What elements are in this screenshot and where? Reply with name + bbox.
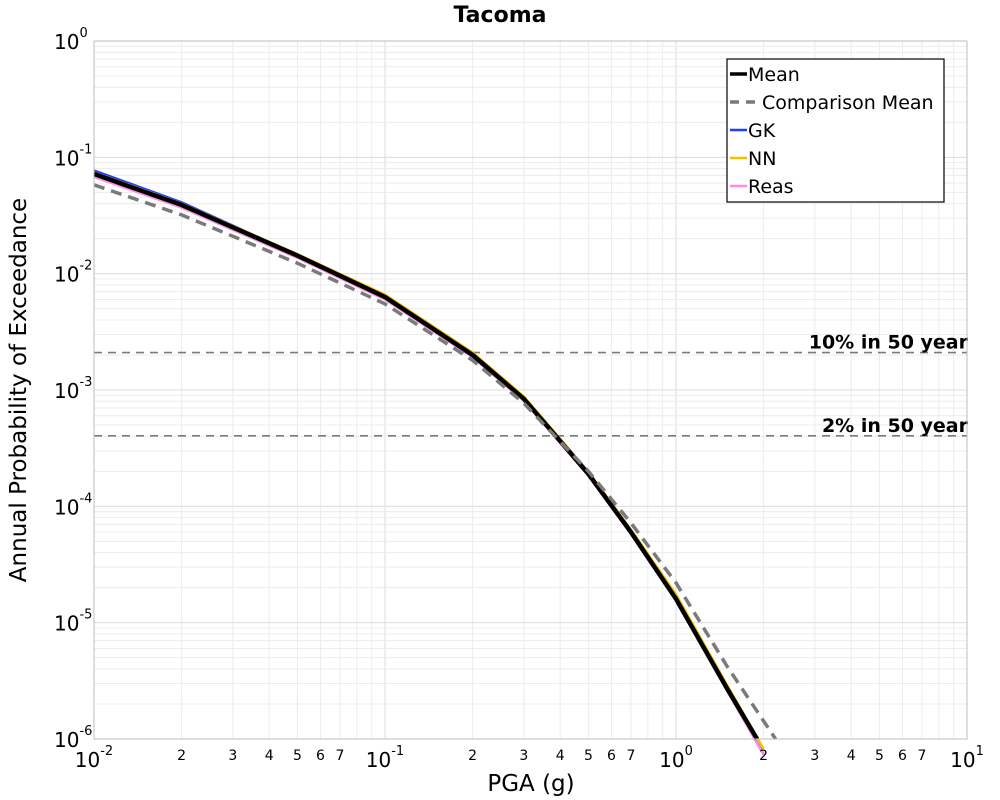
x-minor-tick-label: 4 [556,748,565,764]
legend-entry-label: Comparison Mean [762,92,934,114]
x-tick-label: 100 [659,744,693,772]
y-tick-label: 10-2 [54,259,92,287]
x-minor-tick-label: 5 [293,748,302,764]
series-lines [93,169,778,756]
legend-entry-label: Reas [748,176,794,198]
legend-box [726,58,945,203]
x-tick-label: 10-2 [75,744,113,772]
x-minor-tick-label: 4 [265,748,274,764]
legend-entry-label: GK [748,120,776,142]
x-minor-tick-label: 2 [468,748,477,764]
x-minor-tick-label: 2 [177,748,186,764]
reference-line-label: 2% in 50 year [822,415,969,437]
y-tick-label: 100 [54,26,88,54]
y-tick-label: 10-1 [54,142,92,170]
legend: Mean Comparison Mean GK NN Reas [726,58,945,203]
chart-title: Tacoma [454,3,547,28]
x-tick-label: 101 [950,744,984,772]
y-tick-label: 10-5 [54,608,92,636]
series-line-comparison-mean [93,183,778,740]
plot-frame [93,40,968,740]
y-tick-label: 10-4 [54,491,92,519]
x-minor-tick-label: 7 [335,748,344,764]
x-tick-label: 10-1 [366,744,404,772]
reference-lines: 10% in 50 year 2% in 50 year [94,332,969,437]
y-axis-label: Annual Probability of Exceedance [6,198,32,582]
x-minor-tick-label: 7 [917,748,926,764]
x-minor-tick-label: 5 [875,748,884,764]
x-minor-tick-label: 6 [898,748,907,764]
x-minor-tick-label: 4 [847,748,856,764]
x-axis-label: PGA (g) [487,771,574,797]
y-tick-label: 10-6 [54,724,92,752]
x-minor-tick-label: 3 [519,748,528,764]
x-minor-tick-label: 6 [316,748,325,764]
x-minor-tick-label: 2 [759,748,768,764]
y-tick-label: 10-3 [54,375,92,403]
series-line-mean [93,171,760,741]
grid [93,41,967,740]
x-minor-tick-label: 5 [584,748,593,764]
reference-line-label: 10% in 50 year [809,332,969,354]
legend-entry-label: NN [748,148,776,170]
x-minor-tick-label: 7 [626,748,635,764]
x-minor-tick-label: 3 [810,748,819,764]
legend-entry-label: Mean [748,64,800,86]
x-minor-tick-label: 3 [228,748,237,764]
x-minor-tick-label: 6 [607,748,616,764]
